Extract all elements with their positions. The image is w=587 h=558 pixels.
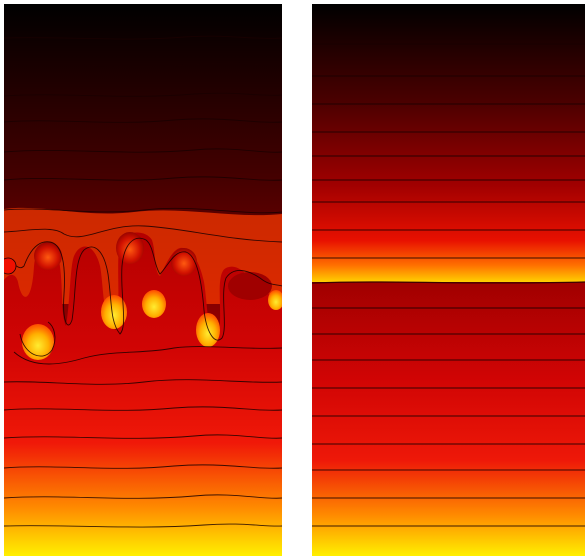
right-interface xyxy=(312,281,585,284)
finger-cap-4 xyxy=(228,272,272,300)
right-lower-layer xyxy=(312,282,585,556)
plume-5 xyxy=(268,290,282,310)
plume-3 xyxy=(142,290,166,318)
left-panel-unstable xyxy=(4,4,282,556)
right-panel-stable xyxy=(312,4,585,556)
plume-4 xyxy=(196,313,220,347)
left-edge-bubble xyxy=(4,257,17,275)
right-field-svg xyxy=(312,4,585,556)
right-upper-layer xyxy=(312,4,585,282)
left-lower-layer xyxy=(4,232,282,556)
finger-cap-1 xyxy=(34,242,62,270)
left-field-svg xyxy=(4,4,282,556)
left-isolines xyxy=(4,35,282,528)
right-isolines xyxy=(312,43,585,527)
plume-2 xyxy=(101,295,127,329)
finger-cap-2 xyxy=(116,232,144,264)
plume-1 xyxy=(22,324,54,360)
